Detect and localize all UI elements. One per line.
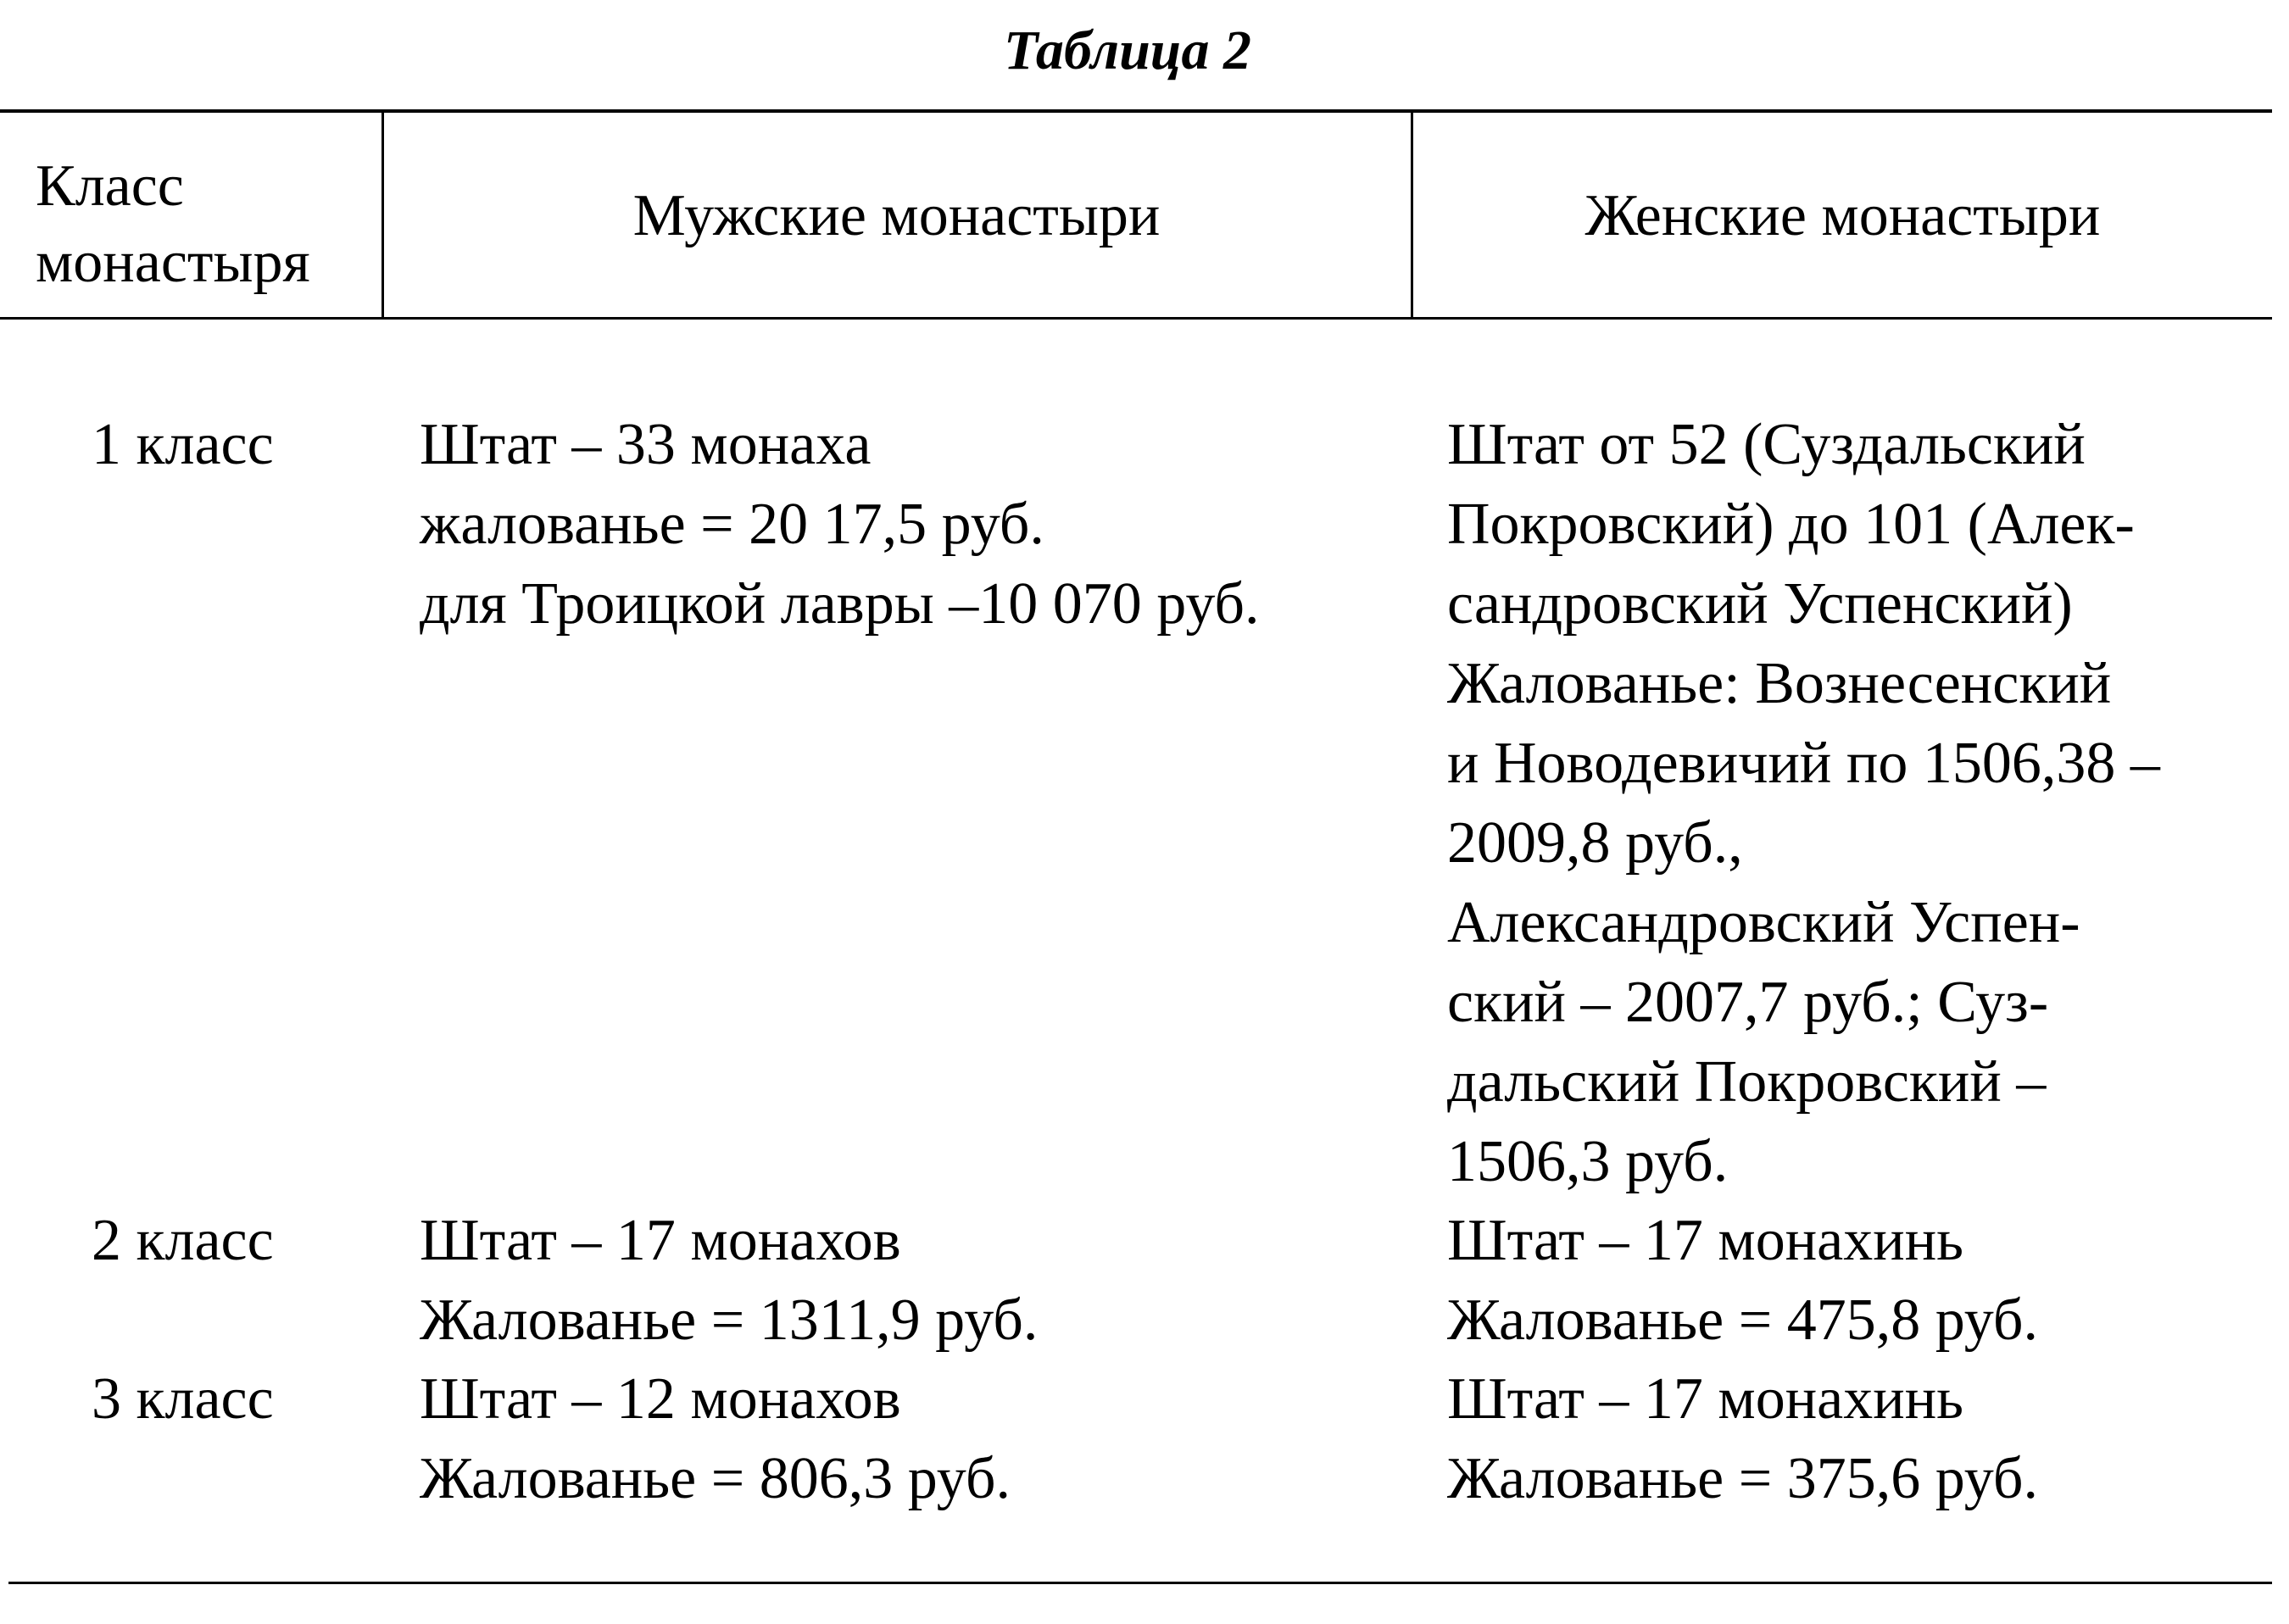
- male-cell: Штат – 12 монахов Жалованье = 806,3 руб.: [420, 1360, 1011, 1519]
- female-cell-line: дальский Покровский –: [1447, 1049, 2047, 1115]
- male-cell: Штат – 33 монаха жалованье = 20 17,5 руб.…: [420, 405, 1260, 644]
- male-cell-line: Жалованье = 806,3 руб.: [420, 1446, 1011, 1511]
- male-cell-line: для Троицкой лавры –10 070 руб.: [420, 571, 1260, 637]
- header-male: Мужские монастыри: [632, 183, 1161, 248]
- female-cell-line: Жалованье: Вознесенский: [1447, 651, 2112, 716]
- header-female: Женские монастыри: [1584, 183, 2101, 248]
- header-class-line: Класс: [36, 153, 184, 219]
- column-divider: [382, 111, 384, 319]
- female-cell-line: 2009,8 руб.,: [1447, 810, 1743, 876]
- female-cell-line: сандровский Успенский): [1447, 571, 2073, 637]
- male-cell-line: Штат – 12 монахов: [420, 1366, 901, 1432]
- male-cell-line: Штат – 17 монахов: [420, 1208, 901, 1273]
- female-cell-line: Штат – 17 монахинь: [1447, 1366, 1964, 1432]
- class-cell: 1 класс: [92, 412, 274, 477]
- female-cell-line: и Новодевичий по 1506,38 –: [1447, 731, 2160, 796]
- bottom-rule: [8, 1582, 2272, 1584]
- female-cell-line: Жалованье = 375,6 руб.: [1447, 1446, 2038, 1511]
- female-cell: Штат от 52 (Суздальский Покровский) до 10…: [1447, 405, 2160, 1202]
- table-title: Таблица 2: [1003, 19, 1251, 81]
- female-cell: Штат – 17 монахинь Жалованье = 375,6 руб.: [1447, 1360, 2038, 1519]
- male-cell-line: Штат – 33 монаха: [420, 412, 872, 477]
- female-cell-line: ский – 2007,7 руб.; Суз-: [1447, 970, 2049, 1035]
- header-rule: [0, 317, 2272, 320]
- male-cell: Штат – 17 монахов Жалованье = 1311,9 руб.: [420, 1201, 1038, 1360]
- female-cell-line: Штат от 52 (Суздальский: [1447, 412, 2086, 477]
- male-cell-line: жалованье = 20 17,5 руб.: [420, 492, 1044, 557]
- top-rule: [0, 109, 2272, 113]
- female-cell: Штат – 17 монахинь Жалованье = 475,8 руб.: [1447, 1201, 2038, 1360]
- female-cell-line: Штат – 17 монахинь: [1447, 1208, 1964, 1273]
- female-cell-line: Александровский Успен-: [1447, 890, 2080, 955]
- female-cell-line: Жалованье = 475,8 руб.: [1447, 1288, 2038, 1353]
- female-cell-line: Покровский) до 101 (Алек-: [1447, 492, 2135, 557]
- class-cell: 2 класс: [92, 1208, 274, 1273]
- column-divider: [1411, 111, 1413, 319]
- header-class: Класс монастыря: [36, 148, 310, 301]
- class-cell: 3 класс: [92, 1366, 274, 1432]
- male-cell-line: Жалованье = 1311,9 руб.: [420, 1288, 1039, 1353]
- header-class-line: монастыря: [36, 230, 310, 295]
- female-cell-line: 1506,3 руб.: [1447, 1129, 1729, 1194]
